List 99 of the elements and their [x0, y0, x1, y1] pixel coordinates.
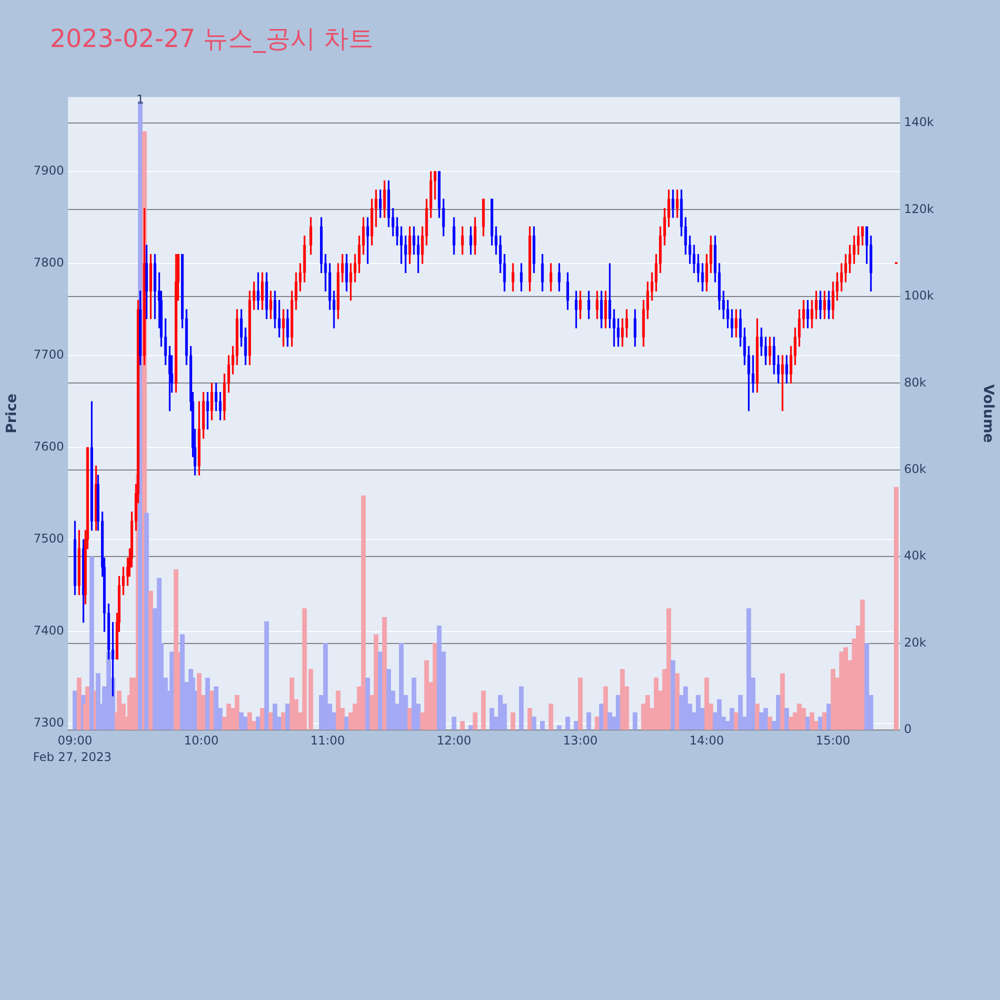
bar	[830, 668, 836, 730]
bar	[365, 678, 370, 730]
y-tick-label: 7600	[33, 440, 64, 454]
bar	[452, 716, 456, 730]
bar	[180, 634, 185, 730]
x-tick-label: 15:00	[816, 733, 850, 748]
bar	[468, 725, 474, 730]
y2-tick-label: 120k	[904, 202, 934, 216]
bar	[548, 704, 554, 730]
x-tick-label: 10:00	[184, 733, 219, 748]
y2-tick-label: 100k	[904, 288, 934, 303]
bar	[247, 712, 252, 730]
bar	[398, 642, 404, 730]
y-tick-label: 7500	[33, 532, 64, 546]
y2-tick-label: 60k	[904, 462, 926, 476]
bar	[768, 716, 772, 730]
y2-tick-label: 80k	[904, 375, 926, 390]
y-tick-label: 7300	[33, 716, 64, 730]
bar	[666, 608, 672, 730]
bar	[759, 712, 764, 730]
bar	[670, 660, 676, 730]
bar	[382, 616, 387, 730]
chart-title: 2023-02-27 뉴스_공시 차트	[50, 23, 374, 55]
bar	[788, 716, 794, 730]
bar	[645, 694, 650, 730]
bar	[243, 716, 248, 730]
bar	[801, 708, 806, 730]
y2-tick-label: 20k	[904, 635, 926, 650]
bar	[578, 678, 583, 730]
bar	[527, 708, 532, 730]
bar	[234, 694, 240, 730]
bar	[432, 642, 438, 730]
bar	[460, 721, 465, 730]
bar	[696, 694, 701, 730]
x-tick-label: 13:00	[563, 733, 598, 748]
bar	[683, 686, 688, 730]
y2-tick-label: 40k	[904, 548, 926, 563]
bar	[894, 486, 899, 730]
bar	[784, 708, 789, 730]
bar	[565, 716, 570, 730]
bar	[704, 678, 710, 730]
bar	[323, 642, 328, 730]
x-tick-label: 09:00	[58, 733, 92, 748]
bar	[72, 690, 78, 730]
bar	[763, 708, 768, 730]
bar	[490, 708, 494, 730]
y2-tick-label: 140k	[904, 115, 934, 130]
bar	[754, 704, 760, 730]
bar	[532, 716, 536, 730]
bar	[780, 673, 785, 730]
bar	[214, 686, 218, 730]
bar	[746, 608, 752, 730]
bar	[272, 704, 278, 730]
x-tick-label: 11:00	[310, 733, 345, 748]
bar	[603, 686, 608, 730]
bar	[860, 600, 865, 730]
bar	[361, 496, 366, 730]
bar	[716, 699, 722, 730]
bar	[260, 708, 265, 730]
y2-axis-title: Volume	[980, 384, 996, 443]
bar	[738, 694, 743, 730]
bar	[586, 712, 592, 730]
candlestick	[781, 355, 784, 412]
bar	[730, 708, 734, 730]
text: Feb 27, 2023	[33, 750, 112, 764]
bar	[674, 673, 680, 730]
bar	[374, 634, 378, 730]
bar	[822, 712, 827, 730]
bar	[556, 725, 562, 730]
bar	[290, 678, 294, 730]
bar	[540, 721, 545, 730]
bar	[76, 678, 82, 730]
y-tick-label: 7900	[33, 164, 64, 178]
y-tick-label: 7400	[33, 624, 64, 638]
bar	[864, 642, 870, 730]
bar	[424, 660, 429, 730]
bar	[116, 690, 122, 730]
x-tick-label: 12:00	[436, 733, 472, 748]
bar	[839, 652, 844, 730]
x-tick-label: 14:00	[689, 733, 724, 748]
bar	[510, 712, 516, 730]
y2-tick-label: 0	[904, 722, 912, 736]
bar	[144, 512, 149, 730]
bar	[632, 712, 638, 730]
bar	[264, 621, 269, 730]
bar	[620, 668, 625, 730]
bar	[472, 712, 478, 730]
bar	[281, 712, 286, 730]
bar	[481, 690, 486, 730]
bar	[196, 673, 202, 730]
y-axis-title: Price	[4, 394, 20, 434]
annotation: 1	[136, 92, 144, 107]
bar	[519, 686, 524, 730]
y-tick-label: 7700	[33, 348, 64, 362]
bar	[810, 712, 814, 730]
y-tick-label: 7800	[33, 256, 64, 270]
bar	[412, 678, 416, 730]
bar	[599, 704, 604, 730]
bar	[796, 704, 802, 730]
